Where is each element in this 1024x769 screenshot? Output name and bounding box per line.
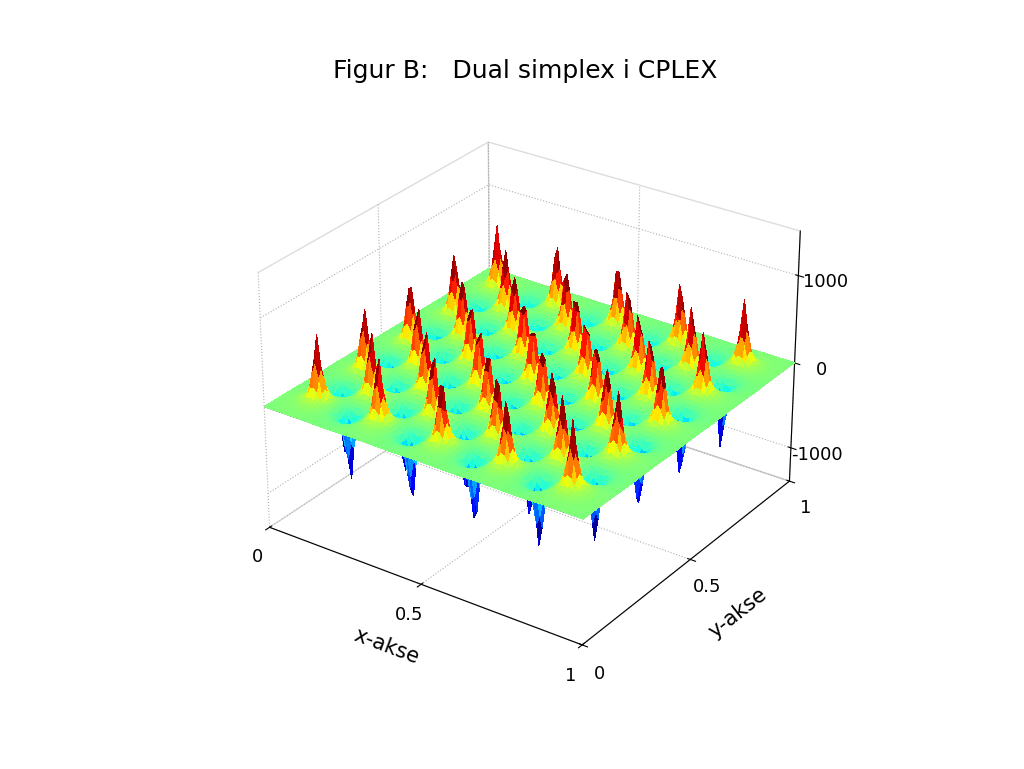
X-axis label: x-akse: x-akse bbox=[351, 625, 422, 668]
Title: Figur B:   Dual simplex i CPLEX: Figur B: Dual simplex i CPLEX bbox=[333, 59, 717, 83]
Y-axis label: y-akse: y-akse bbox=[705, 584, 771, 642]
